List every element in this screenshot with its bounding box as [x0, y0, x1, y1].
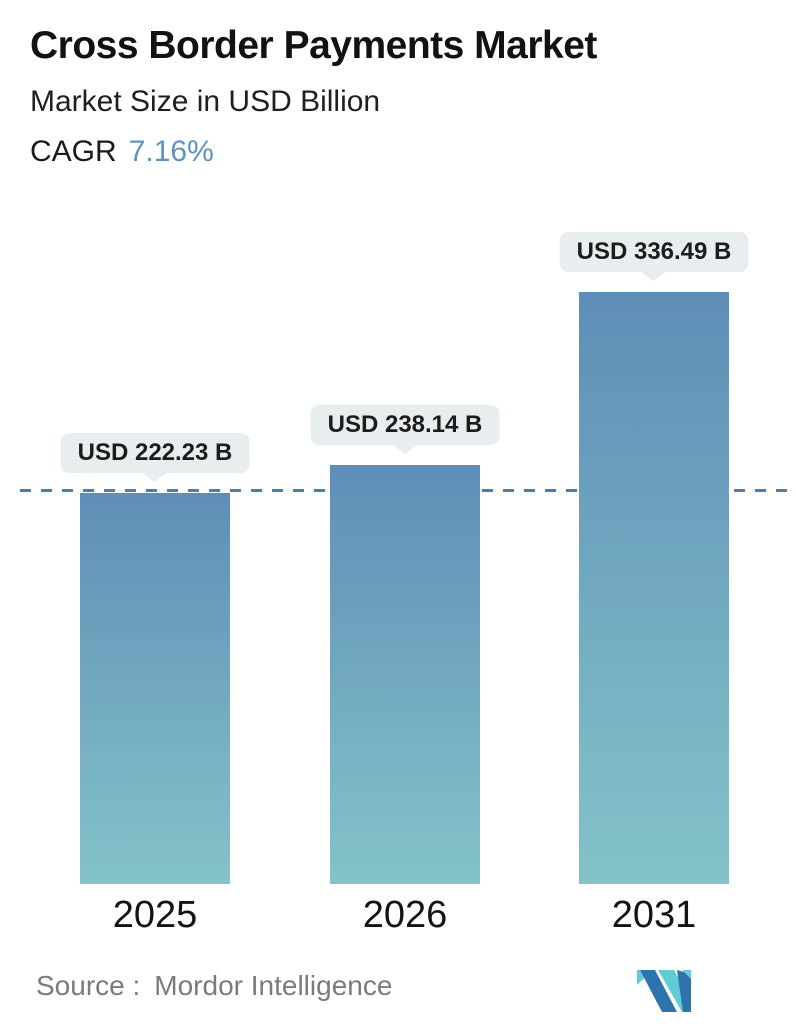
- x-axis-label-2026: 2026: [362, 894, 448, 936]
- bar-2026: [330, 465, 480, 884]
- logo-teal-corner: [682, 970, 691, 979]
- bar-2031: [579, 292, 729, 884]
- cagr-value: 7.16%: [128, 135, 214, 168]
- source-label: Source :: [36, 970, 141, 1001]
- bar-2025: [80, 493, 230, 884]
- mordor-intelligence-logo: [637, 970, 691, 1012]
- value-label-bubble-2025: USD 222.23 B: [60, 433, 250, 473]
- chart-subtitle: Market Size in USD Billion: [30, 85, 381, 118]
- x-axis-label-2031: 2031: [611, 894, 697, 936]
- source-attribution: Source : Mordor Intelligence: [36, 970, 392, 1002]
- x-axis-label-2025: 2025: [112, 894, 198, 936]
- page-title: Cross Border Payments Market: [30, 24, 597, 67]
- value-label-bubble-2026: USD 238.14 B: [310, 405, 500, 445]
- logo-blue-left-diagonal: [640, 970, 677, 1012]
- cagr-label: CAGR: [30, 135, 117, 168]
- source-name: Mordor Intelligence: [154, 970, 393, 1001]
- value-label-bubble-2031: USD 336.49 B: [559, 232, 749, 272]
- logo-blue-right-diagonal: [677, 970, 691, 1012]
- cagr-line: CAGR 7.16%: [30, 135, 214, 169]
